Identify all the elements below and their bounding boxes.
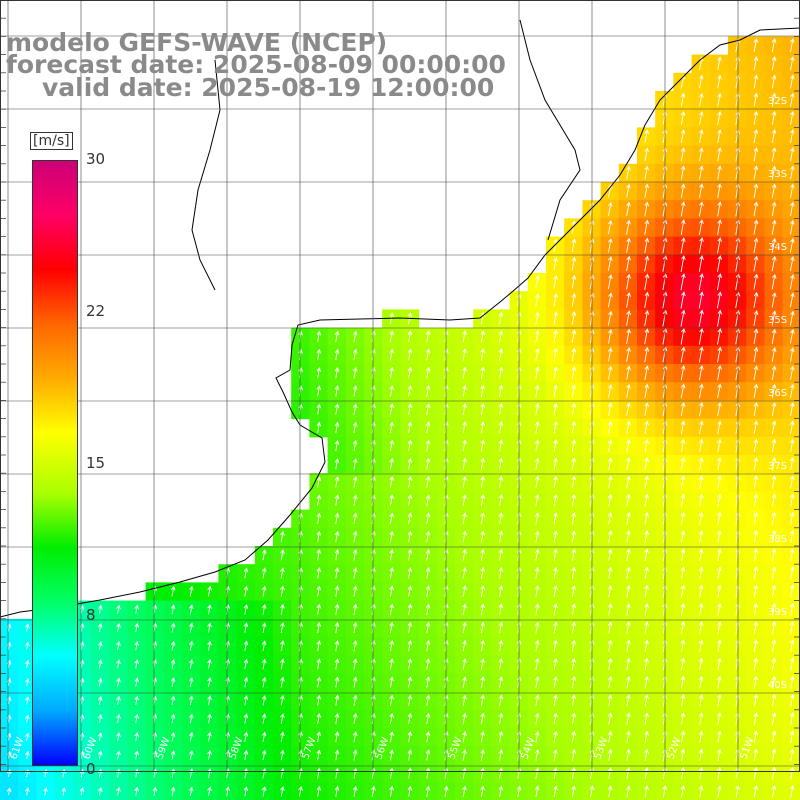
border-line bbox=[191, 59, 221, 291]
colorbar-tick-15: 15 bbox=[86, 454, 106, 472]
forecast-date-title: forecast date: 2025-08-09 00:00:00 bbox=[6, 50, 506, 79]
lat-label: 34S bbox=[768, 242, 787, 253]
lat-label: 40S bbox=[768, 680, 787, 691]
lat-label: 37S bbox=[768, 461, 787, 472]
wind-speed-cells bbox=[0, 36, 800, 800]
lat-label: 38S bbox=[768, 534, 787, 545]
coastline bbox=[0, 27, 800, 618]
lat-label: 39S bbox=[768, 607, 787, 618]
border-line-east bbox=[519, 19, 581, 241]
lat-label: 33S bbox=[768, 169, 787, 180]
colorbar-tick-0: 0 bbox=[86, 760, 96, 778]
colorbar-tick-30: 30 bbox=[86, 150, 106, 168]
graticule bbox=[0, 0, 800, 772]
colorbar-unit-label: [m/s] bbox=[30, 132, 73, 150]
lat-label: 35S bbox=[768, 315, 787, 326]
colorbar-tick-22: 22 bbox=[86, 302, 106, 320]
colorbar-tick-8: 8 bbox=[86, 606, 96, 624]
lat-label: 32S bbox=[768, 96, 787, 107]
colorbar bbox=[32, 160, 78, 766]
lat-label: 36S bbox=[768, 388, 787, 399]
valid-date-title: valid date: 2025-08-19 12:00:00 bbox=[42, 73, 495, 102]
model-title: modelo GEFS-WAVE (NCEP) bbox=[6, 28, 388, 57]
